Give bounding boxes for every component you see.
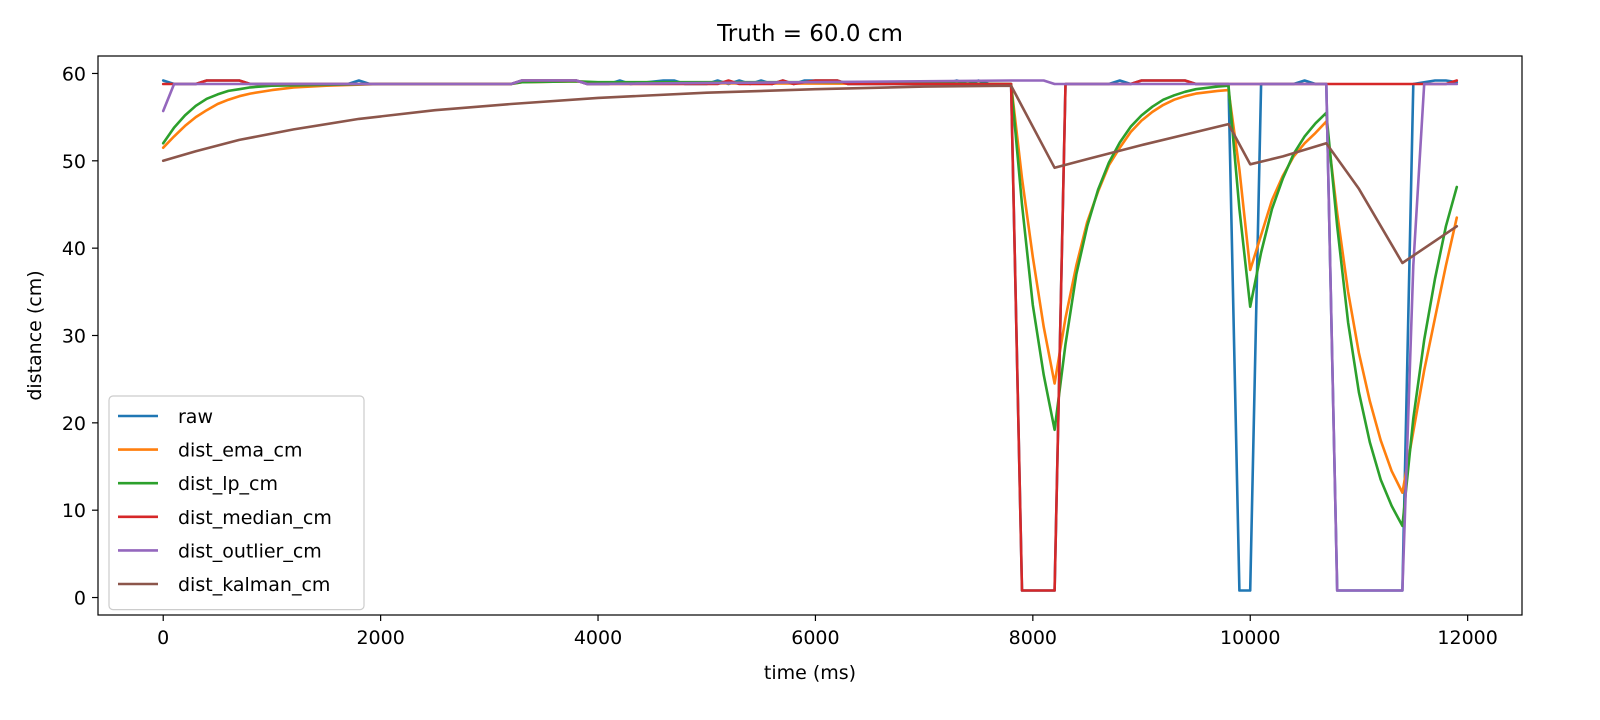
series-line-dist-kalman-cm <box>161 84 1459 265</box>
legend: raw dist_ema_cm dist_lp_cm dist_median_cmdi… <box>108 395 365 611</box>
legend-label: dist_ema_cm <box>178 440 302 462</box>
legend-label: dist_median_cm <box>178 507 332 529</box>
y-tick-label: 10 <box>62 500 86 522</box>
chart-title: Truth = 60.0 cm <box>716 21 903 47</box>
legend-label: dist_outlier_cm <box>178 540 322 562</box>
x-tick-label: 8000 <box>1009 627 1057 649</box>
legend-label: dist_lp_cm <box>178 473 278 495</box>
x-tick-label: 12000 <box>1437 627 1497 649</box>
y-axis-label: distance (cm) <box>24 270 46 400</box>
legend-label: dist_kalman_cm <box>178 574 330 596</box>
y-tick-label: 30 <box>62 326 86 348</box>
y-tick-label: 60 <box>62 63 86 85</box>
y-tick-label: 50 <box>62 151 86 173</box>
x-axis: 0 2000 4000 6000 8000 10000 12000 <box>157 615 1498 649</box>
series-line-dist-ema-cm <box>161 80 1459 494</box>
y-tick-label: 40 <box>62 238 86 260</box>
x-tick-label: 0 <box>157 627 169 649</box>
y-axis: 0 10 20 30 40 50 60 <box>62 63 98 610</box>
legend-box <box>108 395 365 611</box>
x-tick-label: 6000 <box>791 627 839 649</box>
series-line-dist-outlier-cm <box>161 79 1459 592</box>
x-axis-label: time (ms) <box>764 662 856 684</box>
y-tick-label: 0 <box>74 588 86 610</box>
x-tick-label: 10000 <box>1220 627 1280 649</box>
x-tick-label: 2000 <box>356 627 404 649</box>
x-tick-label: 4000 <box>574 627 622 649</box>
y-tick-label: 20 <box>62 413 86 435</box>
legend-label: raw <box>178 406 213 428</box>
series-layer <box>161 79 1459 592</box>
